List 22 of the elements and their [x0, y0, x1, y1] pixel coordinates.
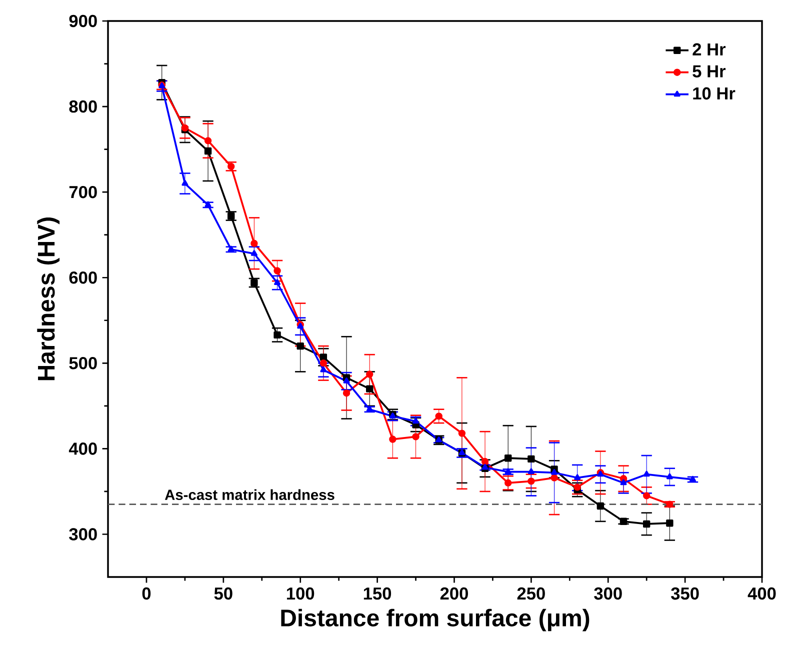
x-tick-label: 150: [364, 587, 392, 600]
x-axis-title: Distance from surface (μm): [281, 608, 590, 632]
legend-label: 10 Hr: [693, 87, 736, 100]
x-tick-label: 200: [440, 587, 468, 600]
y-axis-title: Hardness (HV): [37, 218, 60, 380]
y-tick-label: 600: [69, 271, 97, 284]
y-tick-label: 900: [69, 14, 97, 28]
y-tick-label: 400: [68, 442, 97, 455]
x-tick-label: 100: [286, 587, 314, 600]
x-tick-label: 0: [142, 587, 151, 600]
x-tick-label: 350: [671, 587, 699, 600]
legend-label: 2 Hr: [692, 43, 726, 56]
ref-line-label: As-cast matrix hardness: [164, 489, 334, 500]
x-tick-label: 400: [748, 587, 776, 600]
x-tick-label: 250: [517, 587, 545, 600]
x-tick-label: 300: [594, 587, 622, 600]
y-tick-label: 300: [69, 528, 97, 540]
legend-label: 5 Hr: [692, 65, 726, 78]
x-tick-label: 50: [214, 587, 232, 600]
y-tick-label: 700: [69, 186, 97, 198]
y-tick-label: 800: [69, 100, 97, 113]
y-tick-label: 500: [69, 357, 97, 370]
